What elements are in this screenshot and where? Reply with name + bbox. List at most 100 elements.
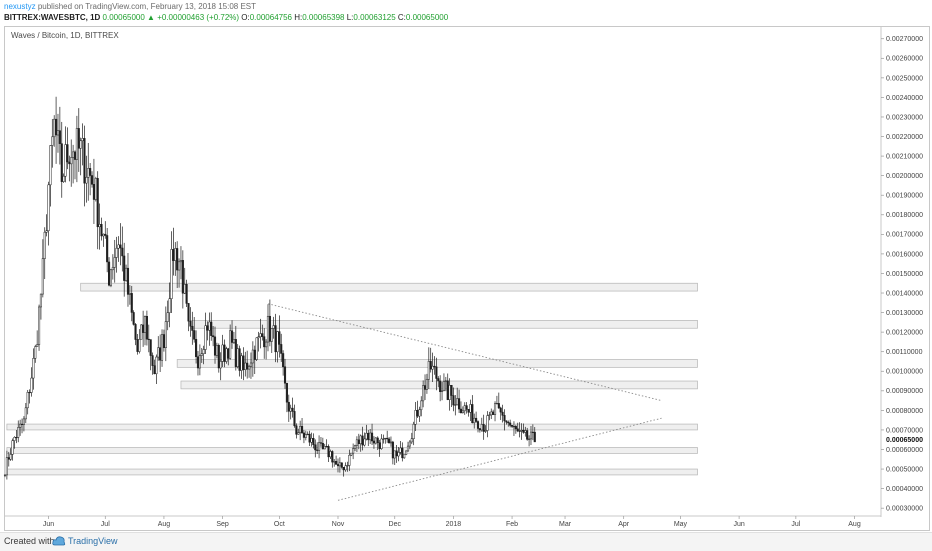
candle: [397, 447, 400, 462]
candle: [469, 399, 472, 421]
author-link[interactable]: nexustyz: [4, 2, 36, 11]
candle: [441, 381, 444, 401]
tradingview-cloud-icon[interactable]: [52, 535, 66, 547]
candle: [370, 423, 374, 445]
sr-zone-4[interactable]: [6, 423, 698, 431]
candle: [299, 420, 302, 441]
candle: [140, 324, 143, 340]
candle: [376, 436, 379, 451]
candle: [49, 145, 52, 207]
candle: [480, 417, 483, 432]
candle: [191, 311, 194, 345]
candle: [459, 401, 463, 414]
sr-zone-6[interactable]: [6, 468, 698, 476]
low-value: 0.00063125: [353, 13, 396, 22]
candle: [524, 426, 527, 437]
candle: [242, 347, 245, 381]
candle: [471, 395, 474, 424]
candle: [128, 285, 131, 305]
candle: [5, 450, 8, 480]
candle: [380, 434, 383, 450]
candle: [248, 364, 251, 378]
candle: [246, 350, 249, 379]
candle: [187, 302, 190, 332]
candle: [516, 422, 519, 433]
candle: [181, 250, 184, 309]
candle: [416, 400, 419, 419]
zones-layer: [6, 282, 698, 476]
candle: [531, 424, 534, 441]
sr-zone-0[interactable]: [80, 282, 698, 292]
candle: [13, 436, 16, 449]
sr-zone-1[interactable]: [190, 320, 698, 329]
candle: [202, 345, 205, 365]
candle: [342, 467, 345, 477]
trendline-0[interactable]: [267, 303, 662, 402]
candle: [274, 313, 277, 363]
candle: [444, 376, 447, 392]
candle: [85, 155, 88, 203]
candle: [335, 455, 338, 465]
up-arrow-icon: ▲: [147, 13, 155, 22]
chart-frame[interactable]: [4, 26, 930, 531]
candle: [414, 402, 417, 432]
candle: [420, 396, 423, 417]
candle: [518, 422, 521, 438]
candle: [522, 423, 525, 434]
price-tick-label: 0.00110000: [886, 349, 923, 356]
candle: [30, 367, 33, 397]
price-tick-label: 0.00160000: [886, 251, 923, 258]
candle: [344, 462, 347, 472]
candle: [198, 344, 201, 376]
candle: [357, 433, 360, 450]
price-tick-label: 0.00050000: [886, 466, 923, 473]
chart-title: Waves / Bitcoin, 1D, BITTREX: [11, 31, 119, 40]
sr-zone-2[interactable]: [176, 359, 698, 368]
time-axis[interactable]: Jun Jul Aug Sep Oct Nov Dec 2018 Feb Mar Apr May Jun…: [4, 515, 881, 528]
candle: [318, 435, 321, 459]
candle: [327, 444, 330, 463]
candle: [160, 329, 164, 367]
open-value: 0.00064756: [249, 13, 292, 22]
candle: [60, 121, 63, 198]
candle: [3, 474, 7, 478]
candle: [263, 328, 266, 359]
candle: [155, 354, 158, 385]
candle: [47, 181, 50, 246]
candle: [193, 317, 196, 343]
candle: [87, 142, 90, 201]
candle: [38, 304, 41, 351]
candle: [138, 329, 141, 354]
candle: [178, 258, 181, 288]
candle: [94, 176, 97, 202]
candle: [34, 344, 37, 363]
candle: [119, 223, 122, 266]
candle: [159, 334, 162, 373]
candle: [306, 431, 309, 436]
price-tick-label: 0.00180000: [886, 212, 923, 219]
tradingview-brand[interactable]: TradingView: [68, 536, 118, 546]
candle: [456, 387, 459, 406]
candle: [108, 257, 111, 287]
candle: [32, 348, 35, 390]
chart-header: nexustyz published on TradingView.com, F…: [0, 0, 932, 26]
candle: [236, 344, 239, 369]
candle: [289, 404, 292, 420]
time-tick-label: Jul: [101, 521, 110, 528]
last-price: 0.00065000: [102, 13, 145, 22]
candle: [268, 299, 271, 347]
candle: [393, 450, 396, 465]
price-axis[interactable]: 0.00030000 0.00040000 0.00050000 0.00060000…: [880, 26, 923, 517]
candle: [293, 404, 296, 428]
candle: [227, 347, 230, 366]
candle: [170, 231, 173, 313]
candle: [486, 411, 489, 438]
candle: [412, 421, 415, 446]
candle: [72, 144, 75, 184]
candle: [183, 267, 186, 295]
candle: [215, 342, 218, 359]
trendline-1[interactable]: [337, 417, 662, 501]
candle: [240, 352, 243, 379]
candle: [151, 352, 154, 375]
